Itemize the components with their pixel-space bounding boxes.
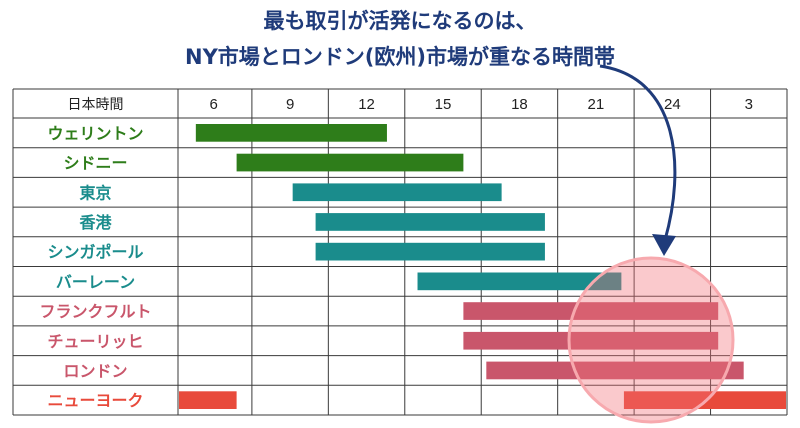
market-bar [315,242,545,261]
x-tick-label: 15 [435,96,452,113]
market-label: ウェリントン [47,124,143,143]
x-tick-label: 6 [210,96,218,113]
market-label: シドニー [63,154,127,173]
x-tick-label: 12 [358,96,375,113]
market-bar [179,391,237,409]
market-label: チューリッヒ [47,332,143,351]
overlap-highlight [567,256,735,424]
market-bar [236,153,464,172]
market-bar [417,272,622,291]
market-label: ニューヨーク [47,391,143,410]
market-label: バーレーン [56,272,135,291]
market-bar [463,331,719,350]
market-bar [292,183,502,202]
x-tick-label: 24 [664,96,681,113]
x-tick-label: 18 [511,96,528,113]
arrow-line [599,64,677,241]
headline-line-2: NY市場とロンドン(欧州)市場が重なる時間帯 [185,45,615,69]
x-tick-label: 3 [745,96,753,113]
headline-line-1: 最も取引が活発になるのは、 [263,9,537,33]
market-label: 香港 [78,213,112,232]
market-bar [195,124,387,142]
arrow-head [652,234,676,256]
market-label: 東京 [79,183,111,202]
x-tick-label: 9 [286,96,294,113]
market-label: フランクフルト [39,302,151,321]
market-label: ロンドン [63,361,127,380]
market-label: シンガポール [47,243,143,262]
market-bar [315,213,545,231]
x-tick-label: 21 [588,96,605,113]
market-bar [463,302,719,320]
market-bar [486,361,744,380]
corner-label: 日本時間 [68,97,124,113]
